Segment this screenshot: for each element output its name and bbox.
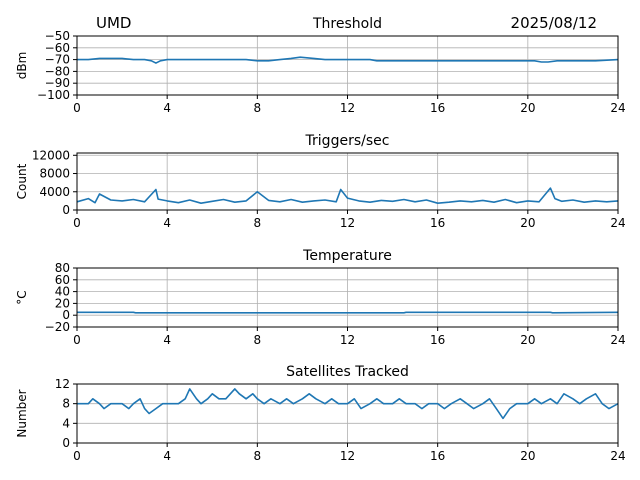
header-left: UMD	[96, 14, 131, 32]
satellites-xtick-label: 8	[254, 449, 262, 463]
temperature-xtick-label: 0	[73, 333, 81, 347]
threshold-xtick-label: 0	[73, 101, 81, 115]
triggers-xtick-label: 12	[340, 216, 355, 230]
triggers-xtick-label: 16	[430, 216, 445, 230]
satellites-xtick-label: 24	[610, 449, 625, 463]
threshold-xtick-label: 4	[163, 101, 171, 115]
triggers-series-line	[76, 187, 619, 204]
triggers-ylabel: Count	[15, 163, 29, 199]
temperature-ytick-label: 0	[62, 308, 70, 322]
threshold-ytick-label: −80	[45, 64, 70, 78]
triggers-ytick-label: 8000	[39, 167, 70, 181]
satellites-xtick-label: 20	[520, 449, 535, 463]
panel-satellites: 0 4 8 12 16 20 24 0 4 8 12 Satellites Tracked Number	[15, 364, 626, 463]
threshold-ytick-label: −60	[45, 41, 70, 55]
satellites-ylabel: Number	[15, 389, 29, 437]
temperature-xtick-label: 12	[340, 333, 355, 347]
satellites-title: Satellites Tracked	[286, 364, 409, 380]
temperature-xtick-label: 24	[610, 333, 625, 347]
satellites-ytick-label: 0	[62, 436, 70, 450]
triggers-xtick-label: 8	[254, 216, 262, 230]
triggers-xtick-label: 20	[520, 216, 535, 230]
threshold-xtick-label: 16	[430, 101, 445, 115]
threshold-series-line	[77, 56, 619, 64]
satellites-xtick-label: 0	[73, 449, 81, 463]
temperature-ytick-label: 40	[55, 285, 70, 299]
triggers-title: Triggers/sec	[305, 133, 390, 149]
triggers-xtick-label: 24	[610, 216, 625, 230]
satellites-xtick-label: 12	[340, 449, 355, 463]
temperature-ylabel: °C	[15, 290, 29, 304]
header-right: 2025/08/12	[511, 14, 597, 32]
temperature-ytick-label: −20	[45, 320, 70, 334]
threshold-ylabel: dBm	[15, 52, 29, 80]
temperature-series-line	[77, 311, 619, 314]
panel-threshold: 0 4 8 12 16 20 24 −100−90−80−70−60−50 Threshold d…	[15, 16, 626, 115]
threshold-xtick-label: 12	[340, 101, 355, 115]
triggers-ytick-label: 12000	[32, 148, 70, 162]
temperature-title: Temperature	[302, 248, 392, 264]
threshold-ytick-label: −50	[45, 29, 70, 43]
threshold-xtick-label: 20	[520, 101, 535, 115]
triggers-ytick-label: 0	[62, 203, 70, 217]
triggers-xtick-label: 0	[73, 216, 81, 230]
temperature-xtick-label: 4	[163, 333, 171, 347]
threshold-xtick-label: 24	[610, 101, 625, 115]
threshold-ytick-label: −70	[45, 53, 70, 67]
temperature-xtick-label: 16	[430, 333, 445, 347]
satellites-ytick-label: 4	[62, 416, 70, 430]
threshold-ytick-label: −90	[45, 76, 70, 90]
temperature-ytick-label: 80	[55, 261, 70, 275]
triggers-xtick-label: 4	[163, 216, 171, 230]
panel-triggers: 0 4 8 12 16 20 24 0 4000 8000 12000 Triggers/sec Cou…	[15, 133, 626, 230]
satellites-xtick-label: 4	[163, 449, 171, 463]
threshold-title: Threshold	[312, 16, 382, 32]
threshold-ytick-label: −100	[37, 88, 70, 102]
satellites-ytick-label: 8	[62, 397, 70, 411]
temperature-xtick-label: 8	[254, 333, 262, 347]
triggers-ytick-label: 4000	[39, 185, 70, 199]
satellites-series-line	[77, 388, 619, 420]
temperature-ytick-label: 20	[55, 296, 70, 310]
temperature-ytick-label: 60	[55, 273, 70, 287]
threshold-xtick-label: 8	[254, 101, 262, 115]
temperature-xtick-label: 20	[520, 333, 535, 347]
satellites-xtick-label: 16	[430, 449, 445, 463]
satellites-ytick-label: 12	[55, 377, 70, 391]
